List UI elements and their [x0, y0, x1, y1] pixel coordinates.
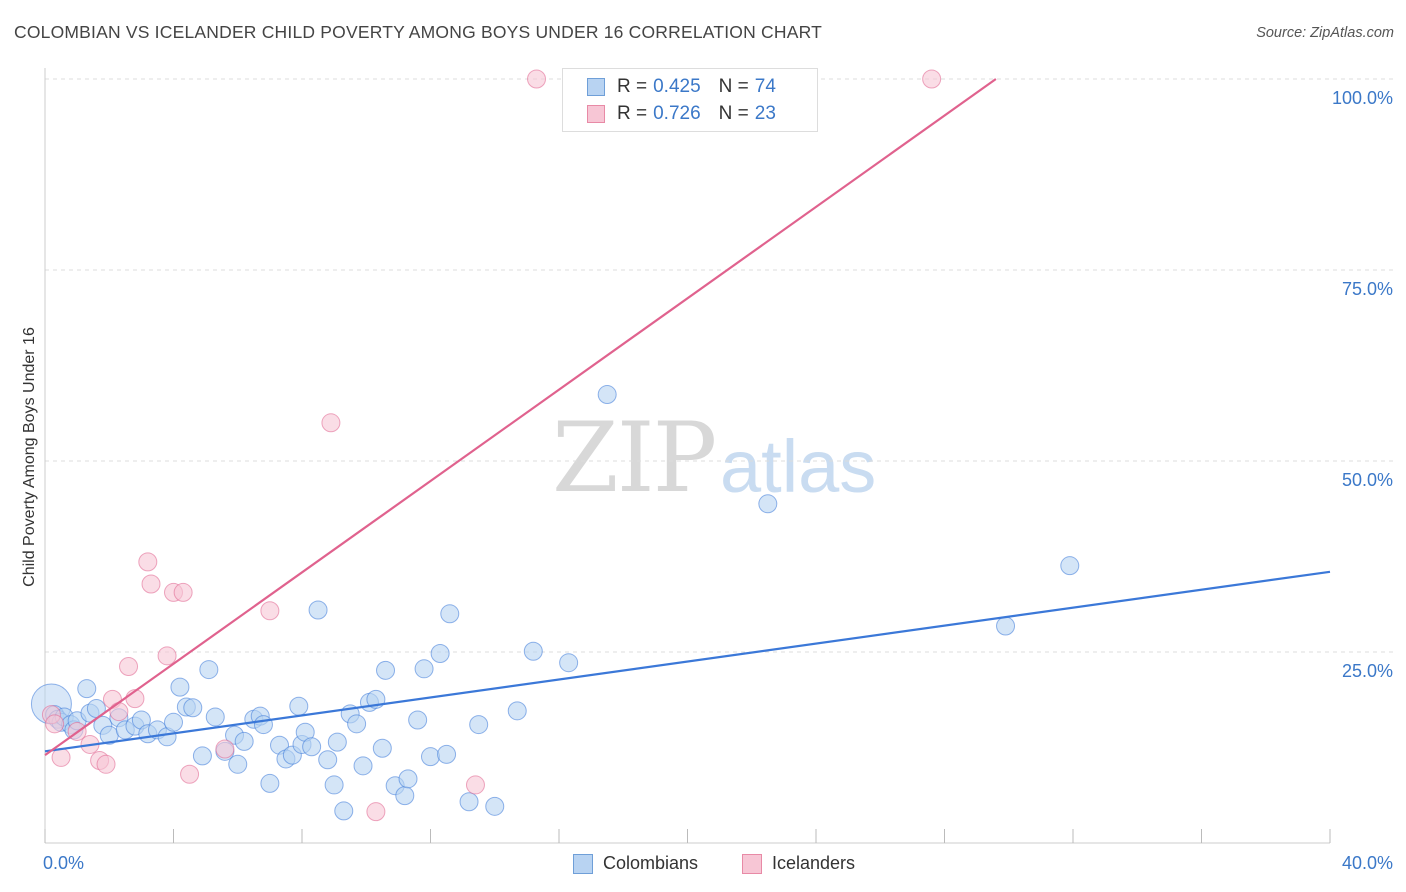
icelander-point — [138, 552, 158, 572]
colombian-point — [437, 744, 457, 764]
icelander-point — [922, 69, 942, 89]
icelander-point — [45, 714, 65, 734]
colombian-point — [302, 737, 322, 757]
chart-title: COLOMBIAN VS ICELANDER CHILD POVERTY AMO… — [14, 22, 822, 42]
bottom-legend-icelanders: Icelanders — [742, 853, 855, 874]
colombian-point — [408, 710, 428, 730]
legend-r-label: R = — [617, 103, 648, 124]
colombian-point — [308, 600, 328, 620]
colombian-point — [353, 756, 373, 776]
colombian-point — [77, 679, 97, 699]
legend-n-label: N = — [718, 103, 749, 124]
y-tick-label: 25.0% — [1342, 661, 1393, 681]
colombian-point — [469, 715, 489, 735]
legend-r-label: R = — [617, 76, 648, 97]
watermark-zip: ZIP — [552, 402, 717, 514]
colombian-point — [324, 775, 344, 795]
trend-lines — [44, 78, 1331, 757]
legend-row-icelanders: R = 0.726 N = 23 — [587, 101, 776, 127]
colombian-point — [253, 715, 273, 735]
colombian-point — [485, 796, 505, 816]
colombian-point — [376, 660, 396, 680]
legend-n-value-colombians: 74 — [754, 76, 776, 97]
colombian-point — [289, 696, 309, 716]
colombian-point — [170, 677, 190, 697]
icelander-point — [366, 802, 386, 822]
colombian-point — [234, 731, 254, 751]
colombian-point — [164, 712, 183, 732]
colombian-point — [395, 786, 415, 806]
icelander-point — [141, 574, 161, 594]
watermark-atlas: atlas — [720, 425, 877, 508]
bottom-legend-swatch-icelanders — [742, 853, 762, 874]
icelander-point — [180, 764, 200, 784]
legend-swatch-icelanders — [587, 105, 605, 123]
colombian-point — [192, 746, 212, 766]
icelander-point — [119, 657, 139, 677]
icelander-point — [215, 739, 235, 759]
legend-r-value-icelanders: 0.726 — [653, 103, 701, 124]
icelander-point — [96, 754, 116, 774]
bottom-legend-label-colombians: Colombians — [603, 853, 699, 873]
colombian-point — [398, 769, 418, 789]
colombian-point — [758, 494, 778, 514]
colombian-point — [507, 701, 527, 721]
icelander-point — [321, 413, 341, 433]
colombian-point — [459, 792, 479, 812]
colombian-point — [1060, 556, 1080, 576]
colombian-point — [559, 653, 579, 673]
icelander-trend-line — [44, 78, 997, 757]
legend-row-colombians: R = 0.425 N = 74 — [587, 74, 776, 100]
bottom-legend-swatch-colombians — [573, 853, 593, 874]
icelander-point — [260, 601, 280, 621]
x-tick-label: 0.0% — [43, 853, 84, 873]
data-points — [30, 69, 1080, 822]
icelander-point — [465, 775, 485, 795]
colombian-point — [597, 385, 617, 405]
colombian-point — [228, 754, 248, 774]
colombian-point — [318, 750, 338, 770]
legend-n-label: N = — [718, 76, 749, 97]
y-tick-label: 50.0% — [1342, 470, 1393, 490]
grid-lines — [45, 78, 1395, 653]
y-tick-label: 100.0% — [1332, 88, 1393, 108]
colombian-point — [414, 659, 434, 679]
colombian-point — [347, 714, 367, 734]
correlation-legend: R = 0.425 N = 74 R = 0.726 N = 23 — [562, 68, 818, 132]
colombian-point — [327, 732, 347, 752]
legend-r-value-colombians: 0.425 — [653, 76, 701, 97]
colombian-point — [430, 644, 450, 664]
tick-labels: 25.0% 50.0% 75.0% 100.0% 0.0% 40.0% — [43, 88, 1393, 873]
colombian-point — [183, 698, 203, 718]
icelander-point — [109, 702, 129, 722]
colombian-point — [334, 801, 354, 821]
bottom-legend-colombians: Colombians — [573, 853, 698, 874]
colombian-point — [996, 616, 1016, 636]
legend-n-value-icelanders: 23 — [754, 103, 776, 124]
icelander-point — [51, 747, 71, 767]
icelander-point — [157, 646, 177, 666]
colombian-point — [523, 641, 543, 661]
bottom-legend-label-icelanders: Icelanders — [772, 853, 856, 873]
colombian-point — [260, 773, 280, 793]
colombian-trend-line — [44, 570, 1331, 753]
colombian-point — [199, 660, 219, 680]
colombian-point — [440, 604, 460, 624]
x-tick-label: 40.0% — [1342, 853, 1393, 873]
legend-swatch-colombians — [587, 78, 605, 96]
colombian-point — [372, 738, 392, 758]
colombian-point — [421, 747, 440, 767]
icelander-point — [527, 69, 547, 89]
colombian-point — [205, 707, 225, 727]
icelander-point — [173, 582, 193, 602]
y-tick-label: 75.0% — [1342, 279, 1393, 299]
source-label: Source: ZipAtlas.com — [1256, 25, 1394, 41]
